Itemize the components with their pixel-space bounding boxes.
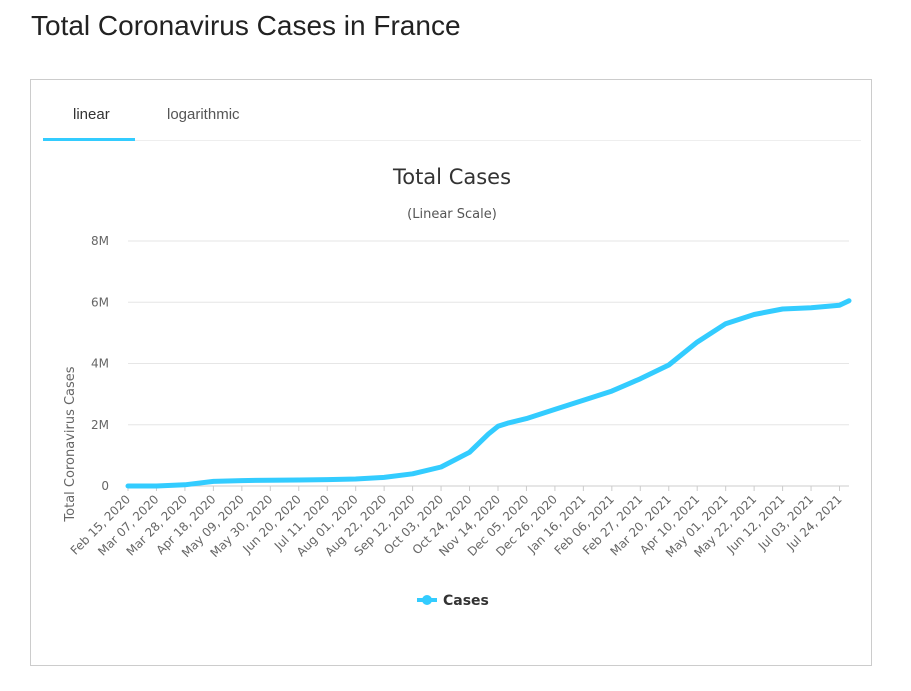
y-tick-label: 8M	[91, 234, 109, 248]
scale-tabs: linear logarithmic	[43, 80, 861, 141]
chart-title: Total Cases	[392, 165, 511, 189]
series-group	[125, 298, 852, 489]
page-title: Total Coronavirus Cases in France	[31, 10, 461, 41]
y-axis-ticks: 0 2M 4M 6M 8M	[91, 234, 109, 493]
y-tick-label: 6M	[91, 295, 109, 309]
chart-panel: linear logarithmic Total Cases (Linear S…	[30, 79, 872, 666]
gridlines	[128, 240, 849, 487]
tab-logarithmic[interactable]: logarithmic	[167, 106, 240, 123]
active-tab-indicator	[43, 138, 135, 141]
series-line-cases[interactable]	[125, 298, 852, 489]
tab-linear[interactable]: linear	[73, 106, 110, 123]
legend[interactable]: Cases	[417, 593, 489, 609]
chart-subtitle: (Linear Scale)	[407, 207, 497, 222]
legend-cases-marker	[422, 595, 432, 605]
legend-cases-label[interactable]: Cases	[443, 593, 489, 609]
line-chart: Total Cases (Linear Scale) Total Coronav…	[63, 165, 852, 609]
y-axis-label: Total Coronavirus Cases	[63, 366, 78, 522]
y-tick-label: 0	[101, 479, 109, 493]
y-tick-label: 2M	[91, 418, 109, 432]
y-tick-label: 4M	[91, 357, 109, 371]
